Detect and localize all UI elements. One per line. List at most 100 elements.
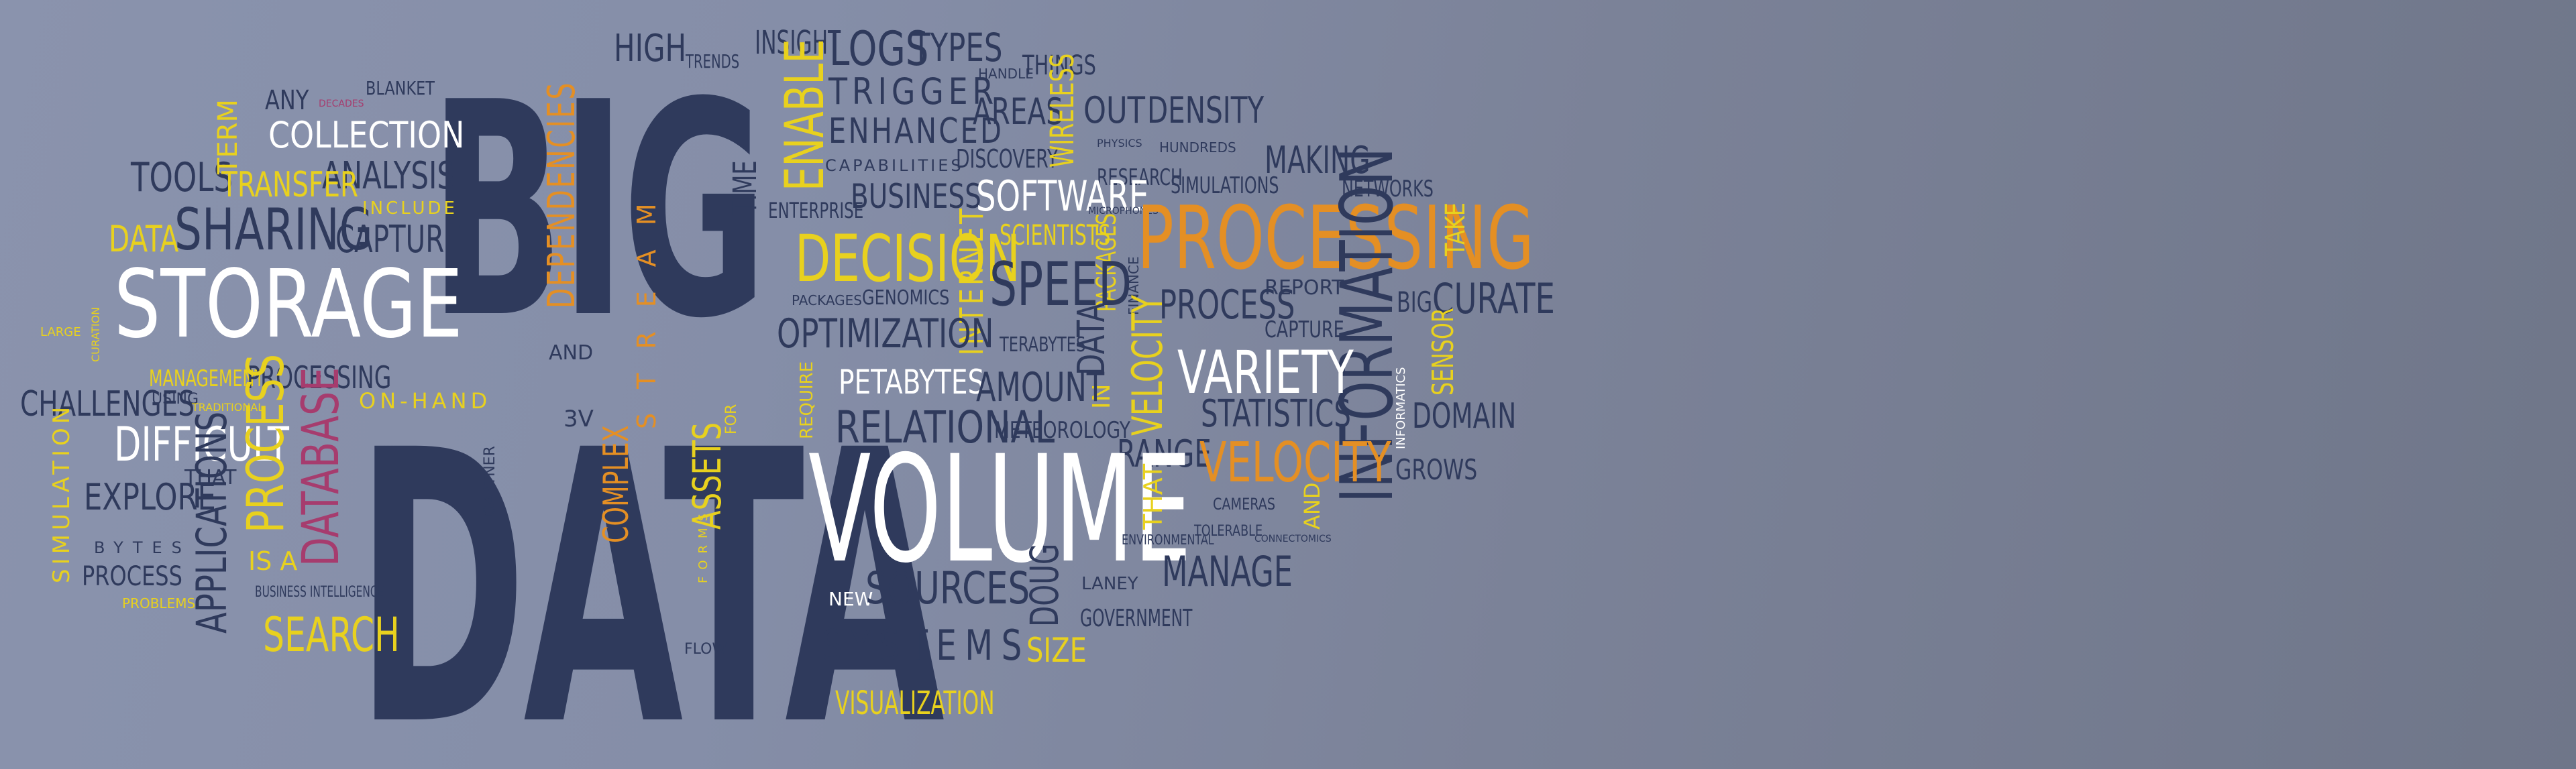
word-meteorology: METEOROLOGY xyxy=(994,417,1130,444)
word-big-small: BIG xyxy=(1397,286,1433,318)
word-networks: NETWORKS xyxy=(1342,176,1434,202)
word-data: DATA xyxy=(356,371,945,769)
word-enhanced: ENHANCED xyxy=(828,111,1004,152)
word-relational: RELATIONAL xyxy=(835,402,1055,453)
word-optimization: OPTIMIZATION xyxy=(777,310,994,357)
word-that-right: THAT xyxy=(1138,463,1168,530)
word-insight: INSIGHT xyxy=(755,24,841,62)
word-terabytes: TERABYTES xyxy=(1000,333,1086,357)
word-include: INCLUDE xyxy=(362,198,458,219)
word-explore: EXPLORE xyxy=(84,476,216,518)
word-microphones: MICROPHONES xyxy=(1088,206,1159,217)
word-bytes: BYTES xyxy=(94,538,191,557)
word-transfer: TRANSFER xyxy=(221,165,359,205)
word-processing: PROCESSING xyxy=(1137,187,1534,289)
word-high: HIGH xyxy=(614,27,687,70)
word-systems: SYSTEMS xyxy=(822,621,1030,670)
word-process-small: PROCESS xyxy=(82,561,182,592)
word-is-a: IS A xyxy=(248,546,298,576)
word-tools: TOOLS xyxy=(131,154,233,201)
word-search: SEARCH xyxy=(263,607,400,662)
word-new: NEW xyxy=(828,588,873,610)
word-areas: AREAS xyxy=(973,91,1063,133)
word-things: THINGS xyxy=(1022,50,1096,81)
word-decision: DECISION xyxy=(795,221,1020,296)
word-hundreds: HUNDREDS xyxy=(1159,139,1236,156)
word-doug: DOUG xyxy=(1022,543,1067,627)
word-challenges: CHALLENGES xyxy=(20,384,195,424)
word-gartner: GARTNER xyxy=(482,446,498,516)
word-genomics: GENOMICS xyxy=(862,286,950,310)
word-stream: STREAM xyxy=(632,179,661,429)
word-amount: AMOUNT xyxy=(976,364,1105,411)
word-physics: PHYSICS xyxy=(1097,137,1142,150)
word-term: TERM xyxy=(213,99,244,174)
word-dependencies: DEPENDENCIES xyxy=(540,80,584,308)
word-logs: LOGS xyxy=(829,21,929,76)
word-laney: LANEY xyxy=(1081,574,1138,594)
word-grows: GROWS xyxy=(1395,453,1478,486)
word-trends: TRENDS xyxy=(686,50,740,72)
word-forms: FORMS xyxy=(696,507,710,583)
word-government: GOVERNMENT xyxy=(1080,605,1193,632)
word-data-small: DATA xyxy=(109,218,179,260)
word-blanket: BLANKET xyxy=(366,77,435,99)
word-and-right: AND xyxy=(1299,482,1325,530)
word-manage: MANAGE xyxy=(1162,547,1293,596)
word-applications: APPLICATIONS xyxy=(187,411,236,634)
word-simulations: SIMULATIONS xyxy=(1171,172,1279,199)
word-curate: CURATE xyxy=(1432,274,1555,323)
word-any: ANY xyxy=(265,85,309,116)
word-difficult: DIFFICULT xyxy=(114,417,289,472)
word-business: BUSINESS xyxy=(851,177,981,216)
word-handle: HANDLE xyxy=(978,66,1034,82)
word-and-mid: AND xyxy=(549,341,594,365)
word-decades: DECADES xyxy=(319,99,364,109)
word-sharing: SHARING xyxy=(174,196,373,263)
word-software: SOFTWARE xyxy=(976,172,1149,221)
word-discovery: DISCOVERY xyxy=(956,144,1059,174)
word-petabytes: PETABYTES xyxy=(839,363,985,402)
word-traditional: TRADITIONAL xyxy=(192,401,264,414)
word-types: TYPES xyxy=(912,25,1003,70)
word-range: RANGE xyxy=(1117,432,1212,476)
word-capture-right: CAPTURE xyxy=(1265,316,1344,343)
word-large: LARGE xyxy=(40,325,81,339)
word-capabilities: CAPABILITIES xyxy=(825,156,964,175)
word-three-v: 3V xyxy=(564,406,594,432)
word-scientists: SCIENTISTS xyxy=(1000,219,1111,251)
word-research: RESEARCH xyxy=(1097,164,1183,191)
word-volume: VOLUME xyxy=(808,424,1192,595)
word-problems: PROBLEMS xyxy=(122,595,196,611)
word-simulation: SIMULATION xyxy=(48,402,75,583)
word-curation: CURATION xyxy=(89,306,102,362)
word-connectomics: CONNECTOMICS xyxy=(1254,534,1332,544)
word-packages-small: PACKAGES xyxy=(792,292,862,308)
word-enterprise: ENTERPRISE xyxy=(768,198,864,223)
word-size: SIZE xyxy=(1026,631,1087,670)
word-sensor: SENSOR xyxy=(1426,308,1460,396)
word-storage: STORAGE xyxy=(114,250,463,359)
word-enable: ENABLE xyxy=(773,39,836,192)
word-on-hand: ON-HAND xyxy=(359,388,492,414)
word-process-right: PROCESS xyxy=(1159,282,1295,329)
word-trigger: TRIGGER xyxy=(828,70,999,113)
word-making: MAKING xyxy=(1265,139,1371,182)
word-collection: COLLECTION xyxy=(268,114,465,156)
word-variety: VARIETY xyxy=(1177,338,1354,407)
word-flow: FLOW xyxy=(684,641,727,658)
word-out: OUT xyxy=(1083,89,1146,131)
word-speed: SPEED xyxy=(989,249,1132,320)
word-complex: COMPLEX xyxy=(596,425,637,543)
word-report: REPORT xyxy=(1265,276,1344,300)
word-that-left: THAT xyxy=(184,466,237,489)
word-density: DENSITY xyxy=(1147,89,1265,131)
word-process-vert: PROCESS xyxy=(235,353,295,533)
word-database: DATABASE xyxy=(290,367,350,567)
word-velocity: VELOCITY xyxy=(1199,431,1391,495)
word-business-intelligence: BUSINESS INTELLIGENCE xyxy=(255,584,384,601)
word-processing-small: PROCESSING xyxy=(247,359,392,396)
word-informatics: INFORMATICS xyxy=(1394,367,1408,449)
word-tolerable: TOLERABLE xyxy=(1194,523,1263,540)
